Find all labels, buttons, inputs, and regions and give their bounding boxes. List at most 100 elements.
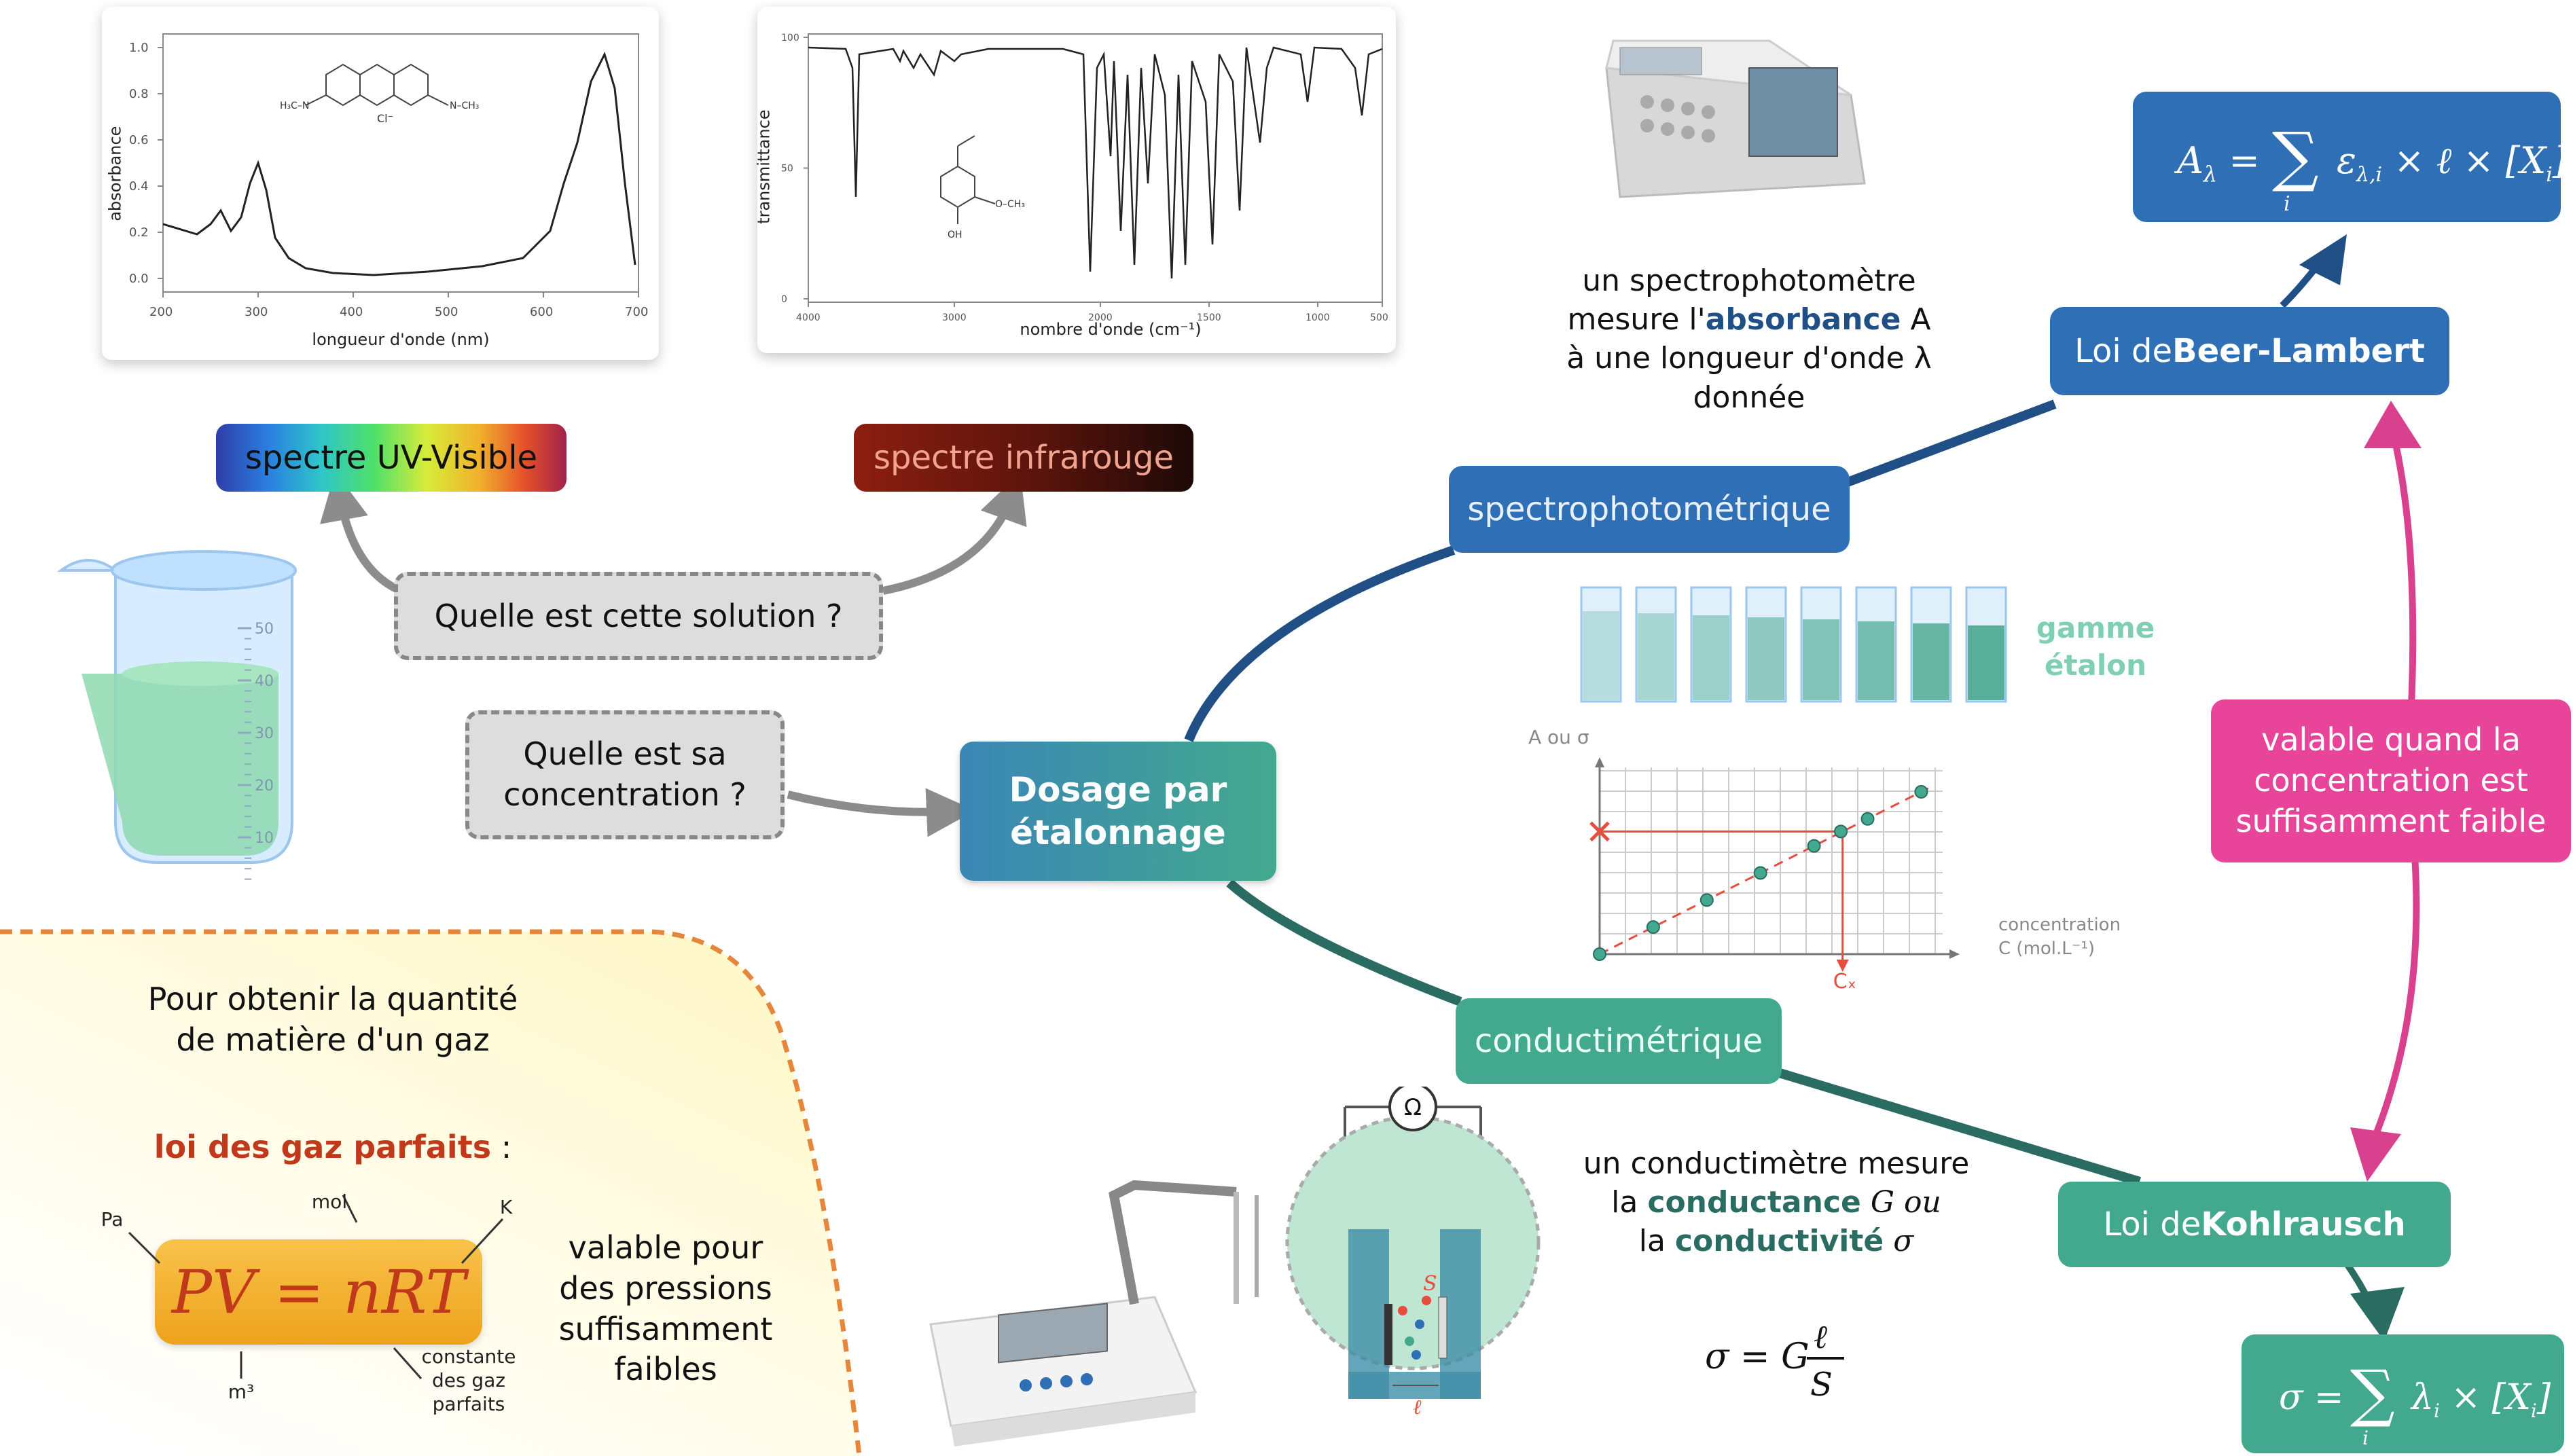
methylene-blue-molecule (305, 63, 449, 107)
standard-tube (1635, 586, 1677, 703)
uv-ytick: 0.8 (129, 87, 149, 101)
uv-chart-card: 200 300 400 500 600 700 1.0 0.8 0.6 0.4 0.2 0.0 Cl⁻… (102, 7, 659, 360)
svg-text:ℓ: ℓ (1814, 1318, 1827, 1356)
uv-ytick: 1.0 (129, 41, 149, 55)
svg-text:ελ,i × ℓ × [Xi]: ελ,i × ℓ × [Xi] (2337, 139, 2561, 187)
beer-lambert-formula-box: Aλ = ∑ i ελ,i × ℓ × [Xi] (2133, 92, 2561, 222)
svg-text:σ =: σ = (2279, 1377, 2344, 1418)
pink-arrowhead-top (2364, 401, 2422, 448)
spectro-desc-l1: un spectrophotomètre (1582, 263, 1916, 298)
conductimetrique-box: conductimétrique (1456, 998, 1782, 1084)
arrow-to-center (787, 788, 975, 837)
pv-nrt-formula-box: PV = nRT (155, 1239, 482, 1345)
conductimeter-device (929, 1180, 1259, 1446)
svg-text:H₃C–N: H₃C–N (280, 101, 309, 111)
calibration-point (1807, 839, 1821, 853)
calibration-point (1593, 947, 1606, 961)
svg-text:S: S (1810, 1366, 1833, 1404)
spectro-desc-l4: donnée (1693, 380, 1805, 415)
kohl-formula-arrowhead (2350, 1287, 2405, 1341)
svg-text:OH: OH (948, 230, 962, 240)
uv-ytick: 0.2 (129, 225, 149, 240)
calibration-point (1860, 812, 1875, 826)
spectro-description: un spectrophotomètre mesure l'absorbance… (1549, 261, 1949, 417)
beaker-tick-label: 50 (255, 621, 274, 638)
spectro-desc-l3: à une longueur d'onde λ (1566, 341, 1932, 376)
uv-xtick: 300 (245, 305, 268, 319)
gamme-etalon-tubes (1580, 586, 2007, 703)
question-concentration-l2: concentration ? (503, 776, 746, 813)
spectro-desc-l2: mesure l'absorbance A (1567, 302, 1931, 338)
ohm-symbol: Ω (1404, 1094, 1422, 1121)
svg-text:σ = G: σ = G (1705, 1336, 1810, 1377)
unit-m3: m³ (228, 1381, 255, 1403)
gas-intro: Pour obtenir la quantité de matière d'un … (147, 981, 518, 1058)
uv-ytick: 0.4 (129, 179, 149, 194)
dosage-l1: Dosage par (1009, 770, 1227, 809)
calib-xlabel-l1: concentration (1998, 915, 2121, 935)
svg-text:∑: ∑ (2350, 1357, 2395, 1430)
cell-l-label: ℓ (1413, 1396, 1422, 1419)
uv-ytick: 0.0 (129, 272, 149, 286)
ir-ytick: 100 (781, 33, 799, 43)
line-spectro-beer (1846, 399, 2057, 487)
vanillin-molecule (940, 135, 996, 224)
infrared-box: spectre infrarouge (854, 424, 1193, 492)
uv-xlabel: longueur d'onde (nm) (312, 330, 490, 349)
uv-chart: 200 300 400 500 600 700 1.0 0.8 0.6 0.4 0.2 0.0 Cl⁻… (129, 33, 648, 319)
ir-ytick: 0 (781, 294, 787, 305)
question-solution-box: Quelle est cette solution ? (394, 572, 883, 660)
svg-text:Cl⁻: Cl⁻ (377, 112, 393, 125)
conductivity-formula: σ = G ℓ S (1705, 1318, 1844, 1404)
pv-nrt-formula: PV = nRT (171, 1257, 466, 1327)
question-concentration-l1: Quelle est sa (523, 735, 727, 773)
cell-s-label: S (1423, 1272, 1437, 1296)
uv-visible-box: spectre UV-Visible (216, 424, 566, 492)
ir-xtick: 3000 (942, 312, 967, 323)
dosage-l2: étalonnage (1010, 812, 1226, 852)
line-center-spectro (1184, 545, 1456, 742)
ir-xlabel: nombre d'onde (cm⁻¹) (1020, 320, 1202, 339)
svg-text:i: i (2362, 1427, 2369, 1449)
conductivity-cell-illustration: Ω S ℓ (1285, 1087, 1541, 1419)
beer-formula-arrowhead (2299, 234, 2347, 285)
standard-tube (1745, 586, 1787, 703)
calib-xlabel-l2: C (mol.L⁻¹) (1998, 939, 2095, 959)
ir-xtick: 2000 (1088, 312, 1113, 323)
beaker-tick-label: 40 (255, 673, 274, 690)
calib-ylabel: A ou σ (1528, 726, 1589, 748)
spectrophotometrique-box: spectrophotométrique (1449, 466, 1850, 553)
uv-ytick: 0.6 (129, 133, 149, 147)
gas-law-title: loi des gaz parfaits : (154, 1129, 512, 1165)
svg-text:Aλ =: Aλ = (2174, 139, 2260, 187)
question-concentration-box: Quelle est sa concentration ? (465, 710, 785, 839)
ir-chart-card: 4000 3000 2000 1500 1000 500 100 50 0 OH O–CH₃ t… (754, 7, 1396, 353)
calibration-graph: A ou σ concentration C (mol.L⁻¹) Cₓ (1528, 726, 2121, 994)
unit-mol: mol (311, 1190, 348, 1213)
line-conduct-kohl (1778, 1068, 2142, 1186)
conduct-desc-l3: la conductivité σ (1638, 1224, 1914, 1259)
uv-ylabel: absorbance (105, 126, 125, 221)
ir-xtick: 1500 (1197, 312, 1221, 323)
calib-cx-label: Cₓ (1833, 970, 1856, 994)
beaker-tick-label: 10 (255, 830, 274, 847)
unit-constante: constante des gaz parfaits (421, 1345, 516, 1415)
line-center-conduct (1226, 879, 1462, 1006)
calibration-point (1699, 893, 1714, 907)
svg-text:O–CH₃: O–CH₃ (995, 199, 1025, 210)
beer-lambert-formula: Aλ = ∑ i ελ,i × ℓ × [Xi] (2174, 118, 2561, 216)
valable-concentration-box: valable quand la concentration est suffi… (2211, 699, 2571, 862)
kohlrausch-formula: σ = ∑ i λi × [Xi] (2279, 1357, 2551, 1449)
ir-xtick: 4000 (796, 312, 821, 323)
calibration-point (1646, 920, 1660, 934)
ir-spectrum-curve (808, 46, 1383, 279)
spectrophotometer-device (1605, 39, 1866, 198)
gamme-etalon-label: gamme étalon (2036, 611, 2155, 682)
uv-spectrum-curve (162, 51, 636, 276)
svg-text:λi × [Xi]: λi × [Xi] (2410, 1377, 2551, 1422)
unit-pa: Pa (101, 1208, 124, 1231)
calibration-point (1834, 824, 1848, 839)
conduct-desc-l1: un conductimètre mesure (1583, 1146, 1970, 1181)
